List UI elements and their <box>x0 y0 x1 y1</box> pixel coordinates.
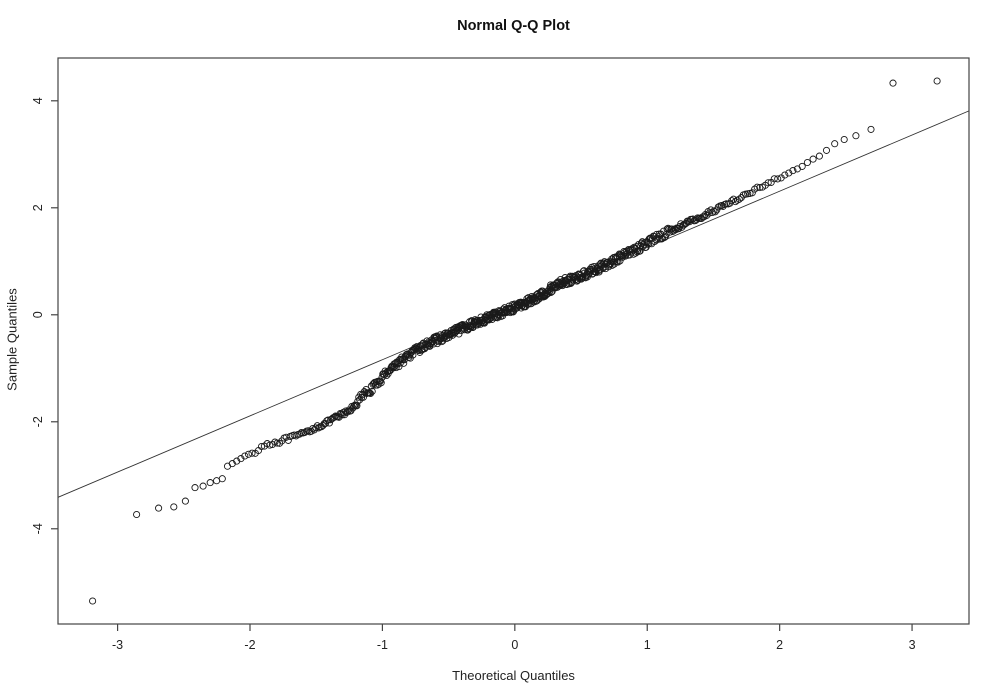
qq-point <box>748 189 756 197</box>
x-axis-tick-label: -2 <box>244 638 255 652</box>
qq-point <box>353 402 361 410</box>
plot-title: Normal Q-Q Plot <box>457 18 570 34</box>
qq-point <box>774 175 782 183</box>
qq-point <box>199 482 207 490</box>
qq-point <box>542 291 550 299</box>
qq-points <box>89 77 941 605</box>
qq-point <box>248 449 256 457</box>
y-axis-tick-label: 4 <box>31 97 45 104</box>
qq-point <box>789 167 797 175</box>
qq-point <box>284 436 292 444</box>
qq-point <box>809 155 817 163</box>
qq-point <box>731 198 739 206</box>
qq-point <box>368 387 376 395</box>
qq-point <box>89 597 97 605</box>
x-axis-tick-label: 3 <box>909 638 916 652</box>
qq-point <box>383 371 391 380</box>
qq-point <box>354 397 362 405</box>
qq-point <box>798 162 806 170</box>
qq-point <box>191 484 199 492</box>
qq-point <box>292 432 300 440</box>
qq-point <box>653 234 661 242</box>
plot-box <box>57 57 970 625</box>
x-axis-tick-label: -1 <box>377 638 388 652</box>
qq-point <box>241 452 249 460</box>
qq-point <box>268 440 276 449</box>
qq-point <box>735 195 743 203</box>
qq-point <box>831 140 839 148</box>
qq-point <box>614 258 622 266</box>
qq-point <box>366 389 375 398</box>
qq-point <box>815 152 823 160</box>
qq-point <box>728 197 736 205</box>
qq-point <box>377 379 385 387</box>
qq-point <box>409 351 417 359</box>
qq-point <box>233 457 241 465</box>
y-axis-label: Sample Quantiles <box>4 288 20 391</box>
y-axis-tick-label: 0 <box>31 311 45 318</box>
qq-point <box>785 169 793 177</box>
qq-point <box>218 475 226 483</box>
x-axis-tick-label: -3 <box>112 638 123 652</box>
qq-point <box>266 441 274 449</box>
qq-point <box>803 158 811 167</box>
y-axis-tick-label: -4 <box>31 523 45 534</box>
qq-point <box>400 359 408 367</box>
qq-point <box>764 179 772 187</box>
qq-point <box>933 77 941 85</box>
qq-point <box>325 419 333 427</box>
qq-point <box>867 125 875 133</box>
qq-point <box>753 183 761 191</box>
x-axis-tick-label: 2 <box>776 638 783 652</box>
qq-point <box>170 503 178 511</box>
y-axis-tick-label: -2 <box>31 416 45 427</box>
qq-point <box>822 146 831 154</box>
qq-point <box>257 442 266 451</box>
qq-point <box>889 79 897 87</box>
x-axis-label: Theoretical Quantiles <box>452 668 575 683</box>
x-axis-tick-label: 1 <box>644 638 651 652</box>
y-axis-tick-label: 2 <box>31 204 45 211</box>
qq-point <box>133 510 141 519</box>
qq-point <box>852 132 860 140</box>
qq-point <box>677 220 685 228</box>
qq-point <box>206 479 214 487</box>
qq-point <box>662 231 670 239</box>
qq-point <box>770 175 778 183</box>
qq-point <box>653 230 661 238</box>
qq-point <box>244 450 253 458</box>
qq-point <box>296 430 304 438</box>
qq-point <box>343 408 351 416</box>
qq-point <box>840 135 848 144</box>
qq-point <box>276 439 284 447</box>
qq-point <box>327 416 335 424</box>
qq-point <box>273 439 281 447</box>
qq-point <box>155 504 163 512</box>
qq-point <box>395 363 403 371</box>
qq-point <box>567 279 575 288</box>
qq-point <box>544 289 552 298</box>
x-axis-tick-label: 0 <box>511 638 518 652</box>
qq-point <box>714 203 722 211</box>
qq-point <box>781 171 789 179</box>
qq-point <box>181 497 189 505</box>
